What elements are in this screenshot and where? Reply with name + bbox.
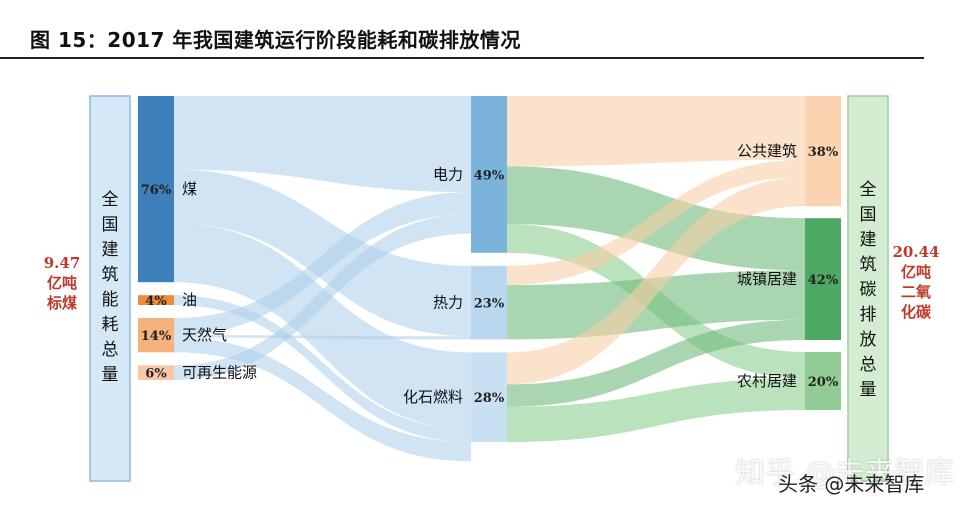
left-total-label: 全国建筑能耗总量 [102, 190, 119, 385]
source-bar-0 [138, 96, 174, 283]
source-bar-3 [138, 365, 174, 380]
carrier-pct-0: 49% [474, 168, 505, 183]
sector-label-1: 城镇居建 [737, 270, 797, 288]
flow-热力-公共建筑 [507, 159, 805, 285]
left-total-value: 9.47 亿吨标煤 [44, 254, 81, 312]
sector-label-2: 农村居建 [737, 372, 797, 390]
flow-化石燃料-城镇居建 [507, 319, 805, 407]
carrier-bar-1 [471, 265, 507, 340]
flow-油-化石燃料 [174, 295, 471, 442]
carrier-pct-1: 23% [474, 297, 505, 312]
flow-电力-公共建筑 [507, 96, 805, 167]
source-pct-2: 14% [141, 329, 172, 344]
flow-化石燃料-农村居建 [507, 378, 805, 442]
flow-可再生能源-电力 [174, 214, 471, 380]
watermark-toutiao: 头条 @未来智库 [778, 472, 925, 496]
carrier-pct-2: 28% [474, 391, 505, 406]
source-bar-2 [138, 318, 174, 353]
sankey-nodes: 76% 煤 4% 油 14% 天然气 6% 可再生能源 49% 电力 23% 热力 28% 化石燃料 38%… [138, 96, 841, 442]
source-pct-3: 6% [145, 367, 167, 382]
flow-热力-城镇居建 [507, 270, 805, 340]
title-divider [0, 57, 924, 59]
flow-煤-热力 [174, 169, 471, 337]
source-pct-0: 76% [141, 183, 172, 198]
sector-pct-1: 42% [808, 273, 839, 288]
flow-天然气-化石燃料 [174, 337, 471, 462]
right-total-label: 全国建筑碳排放总量 [860, 180, 877, 400]
carrier-label-1: 热力 [433, 294, 463, 312]
carrier-bar-2 [471, 352, 507, 442]
chart-title: 图 15：2017 年我国建筑运行阶段能耗和碳排放情况 [30, 28, 521, 52]
source-label-2: 天然气 [182, 326, 227, 344]
sector-pct-0: 38% [808, 145, 839, 160]
flows-source-to-carrier [174, 96, 471, 462]
source-label-1: 油 [182, 291, 197, 309]
source-pct-1: 4% [145, 294, 167, 309]
source-label-0: 煤 [182, 180, 197, 198]
carrier-label-2: 化石燃料 [403, 388, 463, 406]
carrier-label-0: 电力 [433, 165, 463, 183]
sector-label-0: 公共建筑 [737, 142, 797, 160]
flows-carrier-to-sector [507, 96, 805, 442]
carrier-bar-0 [471, 96, 507, 253]
flow-化石燃料-公共建筑 [507, 177, 805, 385]
source-label-3: 可再生能源 [182, 364, 257, 382]
flow-煤-化石燃料 [174, 223, 471, 430]
sector-bar-0 [805, 96, 841, 207]
source-bar-1 [138, 295, 174, 305]
sector-pct-2: 20% [808, 375, 839, 390]
right-total-value: 20.44 亿吨二氧化碳 [893, 243, 940, 321]
sector-bar-2 [805, 352, 841, 410]
left-total-box [89, 95, 131, 482]
sector-bar-1 [805, 218, 841, 340]
flow-天然气-热力 [174, 335, 471, 340]
right-total-box [847, 95, 889, 482]
watermark-zhihu: 知乎 @未来智库 [735, 456, 955, 491]
flow-天然气-电力 [174, 192, 471, 336]
flow-煤-电力 [174, 96, 471, 192]
